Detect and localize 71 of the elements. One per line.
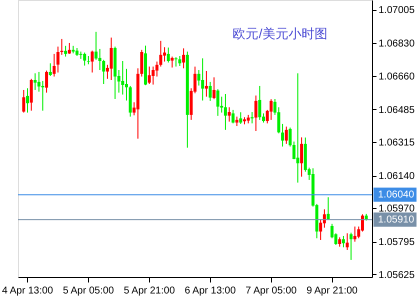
y-tick-label: 1.05970: [378, 204, 416, 215]
candlestick: [79, 51, 82, 60]
candlestick: [288, 127, 292, 148]
candlestick: [182, 48, 186, 69]
candlestick: [94, 31, 98, 60]
candlestick: [201, 58, 204, 102]
candlestick: [235, 116, 238, 127]
x-tick-label: 7 Apr 05:00: [246, 286, 298, 296]
y-tick-label: 1.05795: [378, 237, 416, 248]
candlestick: [342, 235, 345, 248]
x-tick-label: 9 Apr 21:00: [306, 286, 358, 296]
ref-line-label: 1.06040: [378, 190, 415, 201]
candlestick: [56, 46, 60, 74]
candlestick: [204, 70, 208, 98]
candlestick: [338, 236, 342, 248]
ref-line-label: 1.05910: [378, 214, 415, 226]
candlestick: [148, 66, 151, 85]
candlestick: [152, 66, 155, 86]
candlestick: [212, 76, 216, 100]
candlestick: [258, 85, 262, 120]
candlestick: [353, 226, 356, 242]
y-tick-label: 1.06830: [378, 38, 416, 50]
y-tick-label: 1.07005: [378, 5, 416, 16]
candlestick: [64, 45, 68, 58]
candlestick: [208, 81, 212, 102]
y-tick-label: 1.05625: [378, 270, 416, 281]
candlestick: [52, 53, 56, 78]
candlestick: [22, 89, 26, 114]
candlestick: [250, 112, 254, 124]
candlestick: [270, 98, 273, 120]
candlestick: [346, 232, 349, 250]
candlestick: [30, 78, 33, 112]
candlestick: [45, 70, 48, 94]
candlestick: [326, 196, 330, 221]
candlestick: [228, 106, 231, 122]
candlestick: [292, 141, 296, 160]
x-tick-label: 5 Apr 05:00: [62, 286, 114, 296]
candlestick: [239, 112, 242, 124]
candlestick: [281, 123, 284, 148]
candlestick: [124, 68, 128, 102]
candlestick: [48, 62, 52, 76]
candlestick: [216, 88, 220, 116]
y-tick-label: 1.06315: [378, 137, 416, 148]
candlestick: [224, 93, 227, 130]
x-tick-label: 5 Apr 21:00: [124, 286, 176, 296]
text: 欧元/美元小时图: [232, 26, 328, 41]
candlestick: [350, 232, 353, 260]
candlestick: [178, 56, 182, 66]
candlestick: [232, 109, 235, 124]
y-tick-label: 1.06660: [378, 71, 416, 82]
candlestick: [121, 60, 124, 96]
candlestick: [296, 72, 300, 184]
candlestick: [166, 47, 170, 64]
candlestick: [68, 42, 71, 54]
candlestick: [163, 46, 166, 62]
candlestick: [254, 95, 258, 132]
candlestick: [170, 56, 174, 68]
candlestick: [319, 218, 322, 240]
y-tick-label: 1.06485: [378, 104, 416, 116]
y-tick-label: 1.06140: [378, 171, 416, 182]
candlestick: [360, 214, 364, 232]
candlestick: [174, 56, 178, 68]
x-tick-label: 4 Apr 13:00: [2, 286, 54, 296]
candlestick: [300, 136, 304, 178]
candlestick: [34, 72, 37, 90]
candlestick: [83, 52, 86, 66]
candlestick: [284, 126, 288, 144]
candlestick: [26, 88, 30, 114]
candlestick: [110, 37, 113, 80]
candlestick: [90, 50, 94, 74]
x-tick-label: 6 Apr 13:00: [184, 286, 236, 296]
